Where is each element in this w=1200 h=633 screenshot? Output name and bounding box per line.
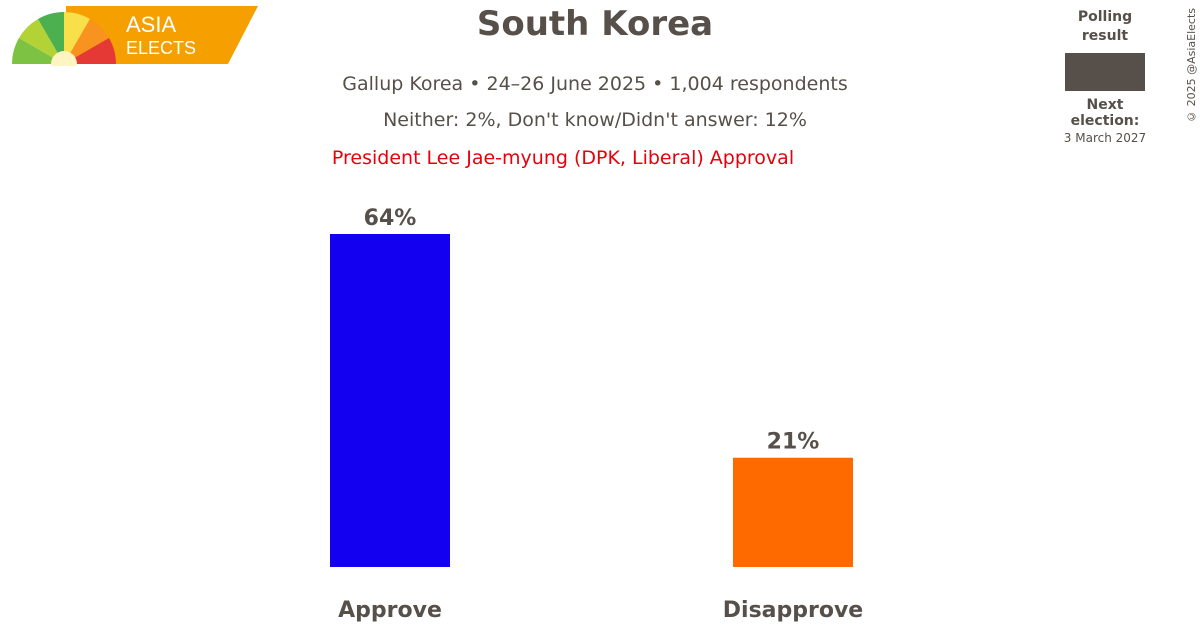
other-responses: Neither: 2%, Don't know/Didn't answer: 1… [383, 109, 807, 131]
legend-swatch [1065, 53, 1145, 91]
bar-value-approve: 64% [364, 206, 417, 231]
logo-line2: ELECTS [126, 38, 196, 58]
bar-disapprove [733, 457, 853, 567]
chart-title: South Korea [476, 4, 714, 44]
category-label-approve: Approve [338, 598, 442, 623]
next-election-label: Next election: [1070, 97, 1140, 129]
legend-title-line1: Polling [1077, 9, 1133, 25]
poll-question: President Lee Jae-myung (DPK, Liberal) A… [331, 147, 795, 169]
next-election-date: 3 March 2027 [1063, 131, 1147, 145]
bar-approve [330, 234, 450, 567]
logo-line1: ASIA [126, 12, 176, 37]
bar-value-disapprove: 21% [767, 430, 820, 455]
asia-elects-logo: ASIA ELECTS [12, 6, 258, 66]
category-label-disapprove: Disapprove [723, 598, 863, 623]
legend-title-line2: result [1081, 28, 1129, 44]
legend: Polling result Next election: 3 March 20… [1060, 8, 1150, 145]
poll-info: Gallup Korea • 24–26 June 2025 • 1,004 r… [342, 73, 848, 95]
